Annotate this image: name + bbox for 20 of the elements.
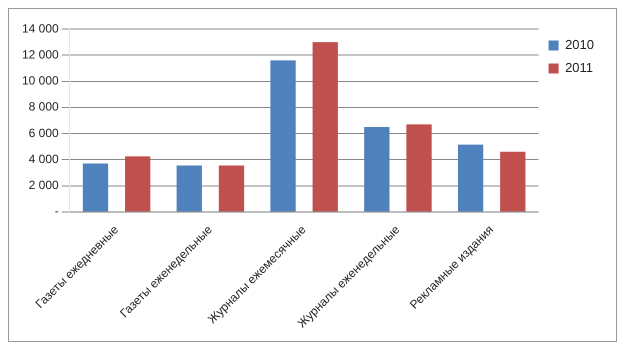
legend-label: 2011 [565, 60, 594, 76]
legend-label: 2010 [565, 37, 594, 52]
bar [500, 152, 526, 212]
y-tick-label: - [54, 204, 59, 218]
bar [364, 126, 390, 212]
bar [125, 156, 150, 212]
bar [458, 144, 484, 212]
y-tick-label: 6 000 [28, 126, 60, 140]
bar [312, 42, 338, 212]
y-tick-label: 2 000 [28, 178, 60, 192]
bar [406, 124, 432, 212]
bar [270, 60, 296, 212]
bar [218, 166, 244, 212]
y-tick-label: 14 000 [22, 21, 60, 36]
y-tick-label: 8 000 [28, 100, 60, 114]
y-tick-label: 4 000 [28, 152, 60, 166]
bar [82, 164, 108, 212]
y-tick-label: 10 000 [22, 74, 60, 88]
bar [176, 166, 202, 212]
y-tick-label: 12 000 [22, 47, 60, 62]
